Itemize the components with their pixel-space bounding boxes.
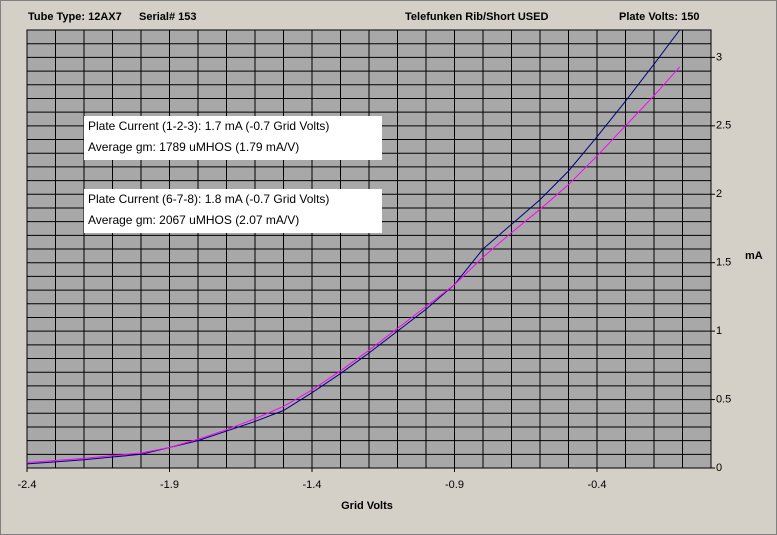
y-axis-label: mA: [745, 250, 763, 262]
y-tick-label: 3: [716, 51, 722, 63]
annotation-text: Average gm: 2067 uMHOS (2.07 mA/V): [88, 213, 299, 227]
x-tick-label: -0.4: [588, 479, 607, 491]
x-tick-label: -2.4: [18, 479, 37, 491]
y-tick-label: 0: [716, 462, 722, 474]
annotation-text: Plate Current (6-7-8): 1.8 mA (-0.7 Grid…: [88, 192, 329, 206]
x-tick-label: -1.9: [160, 479, 179, 491]
tube-name: Telefunken Rib/Short USED: [405, 11, 548, 23]
y-tick-label: 2.5: [716, 120, 731, 132]
x-tick-label: -1.4: [303, 479, 322, 491]
y-tick-label: 1.5: [716, 257, 731, 269]
y-tick-label: 2: [716, 188, 722, 200]
x-axis-label: Grid Volts: [341, 500, 393, 512]
serial: Serial# 153: [139, 11, 197, 23]
y-tick-label: 1: [716, 325, 722, 337]
plate-volts: Plate Volts: 150: [619, 11, 700, 23]
annotation-text: Average gm: 1789 uMHOS (1.79 mA/V): [88, 140, 299, 154]
series-line: [26, 29, 681, 465]
y-tick-label: 0.5: [716, 393, 731, 405]
tube-type: Tube Type: 12AX7: [28, 11, 122, 23]
annotation-text: Plate Current (1-2-3): 1.7 mA (-0.7 Grid…: [88, 119, 329, 133]
annotation-box: [84, 116, 382, 160]
plot-border: [26, 29, 712, 469]
annotation-box: [84, 189, 382, 233]
series-line: [26, 66, 681, 464]
x-tick-label: -0.9: [445, 479, 464, 491]
